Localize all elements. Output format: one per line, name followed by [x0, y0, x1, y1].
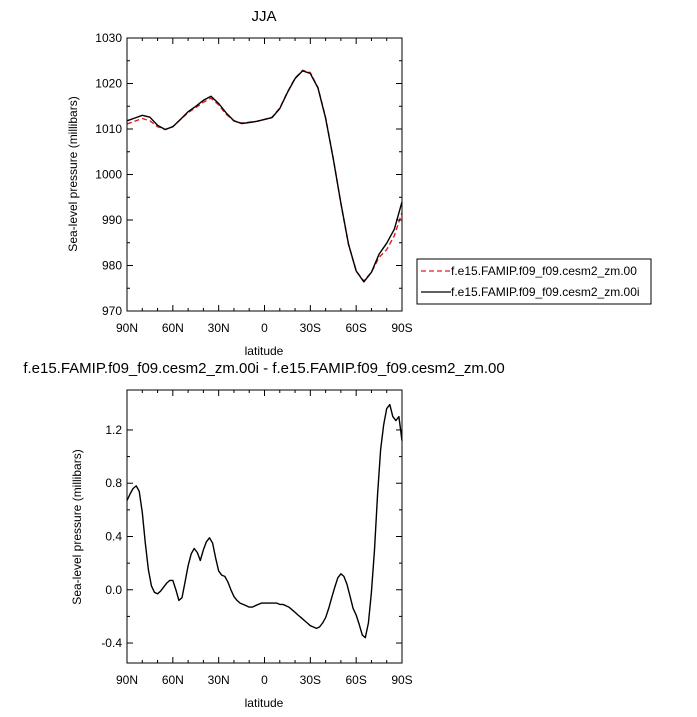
top-x-tick-label: 60S: [345, 321, 366, 335]
bottom-y-axis-label: Sea-level pressure (millibars): [70, 449, 84, 604]
top-x-tick-label: 60N: [162, 321, 184, 335]
bottom-x-tick-label: 90N: [116, 673, 138, 687]
top-x-tick-label: 30S: [300, 321, 321, 335]
bottom-y-tick-label: -0.4: [101, 636, 122, 650]
bottom-x-tick-label: 30S: [300, 673, 321, 687]
bottom-x-tick-label: 0: [261, 673, 268, 687]
bottom-plot-frame: [126, 389, 403, 664]
top-y-tick-label: 980: [102, 259, 122, 273]
bottom-series-line-1: [126, 403, 403, 639]
legend-label-series-2: f.e15.FAMIP.f09_f09.cesm2_zm.00i: [451, 285, 640, 299]
bottom-y-tick-label: 0.4: [105, 529, 122, 543]
top-x-tick-label: 90N: [116, 321, 138, 335]
bottom-y-tick-label: 0.8: [105, 476, 122, 490]
bottom-x-tick-label: 30N: [208, 673, 230, 687]
top-x-axis-label: latitude: [245, 344, 284, 358]
top-y-tick-label: 970: [102, 304, 122, 318]
top-series-line-1: [126, 69, 403, 282]
legend-box: [416, 258, 652, 305]
bottom-panel: f.e15.FAMIP.f09_f09.cesm2_zm.00i - f.e15…: [23, 360, 504, 710]
top-series-line-2: [126, 70, 403, 283]
top-y-tick-label: 1020: [95, 77, 122, 91]
top-panel: JJA 90N 60N 30N 0 30S 60S 90S 970 980 990 1000 1010…: [66, 8, 652, 358]
bottom-chart-title: f.e15.FAMIP.f09_f09.cesm2_zm.00i - f.e15…: [23, 360, 504, 377]
top-series-group: [126, 69, 403, 283]
bottom-axis-ticks: 90N 60N 30N 0 30S 60S 90S -0.4 0.0 0.4 0.8 1.2: [101, 390, 413, 687]
top-plot-frame: [126, 37, 403, 312]
top-y-tick-label: 1030: [95, 31, 122, 45]
bottom-y-tick-label: 1.2: [105, 423, 122, 437]
bottom-x-tick-label: 60N: [162, 673, 184, 687]
top-x-tick-label: 90S: [391, 321, 412, 335]
legend: f.e15.FAMIP.f09_f09.cesm2_zm.00 f.e15.FA…: [416, 258, 652, 305]
top-x-tick-label: 0: [261, 321, 268, 335]
top-axis-ticks: 90N 60N 30N 0 30S 60S 90S 970 980 990 1000 1010 1020…: [95, 31, 412, 335]
top-x-tick-label: 30N: [208, 321, 230, 335]
top-chart-title: JJA: [251, 8, 276, 25]
bottom-y-tick-label: 0.0: [105, 583, 122, 597]
bottom-series-group: [126, 403, 403, 639]
bottom-x-tick-label: 90S: [391, 673, 412, 687]
top-y-tick-label: 1010: [95, 122, 122, 136]
legend-label-series-1: f.e15.FAMIP.f09_f09.cesm2_zm.00: [451, 264, 637, 278]
top-y-tick-label: 990: [102, 213, 122, 227]
bottom-x-axis-label: latitude: [245, 696, 284, 710]
bottom-x-tick-label: 60S: [345, 673, 366, 687]
top-y-tick-label: 1000: [95, 168, 122, 182]
top-y-axis-label: Sea-level pressure (millibars): [66, 96, 80, 251]
